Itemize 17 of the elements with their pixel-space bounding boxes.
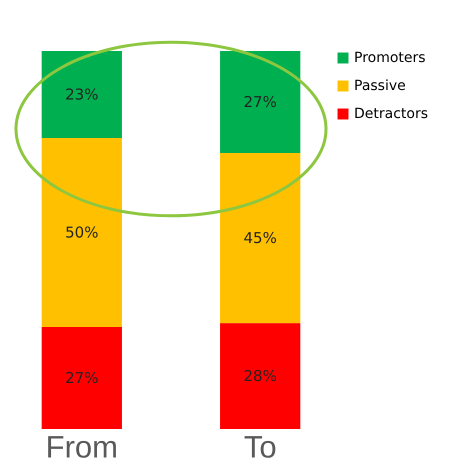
legend-label: Passive	[354, 78, 406, 94]
data-label: 23%	[65, 85, 98, 104]
data-label: 27%	[244, 93, 277, 112]
x-tick-label: To	[244, 430, 277, 464]
data-label: 28%	[244, 367, 277, 386]
bar	[220, 323, 300, 429]
x-tick-label: From	[46, 430, 118, 464]
bar	[42, 51, 122, 138]
legend-label: Promoters	[354, 50, 426, 66]
bar	[42, 138, 122, 327]
legend-label: Detractors	[354, 106, 428, 122]
bar	[42, 326, 122, 429]
bar	[220, 51, 300, 154]
data-label: 50%	[65, 223, 98, 242]
data-label: 45%	[244, 229, 277, 248]
data-label: 27%	[65, 368, 98, 387]
bar	[220, 153, 300, 324]
